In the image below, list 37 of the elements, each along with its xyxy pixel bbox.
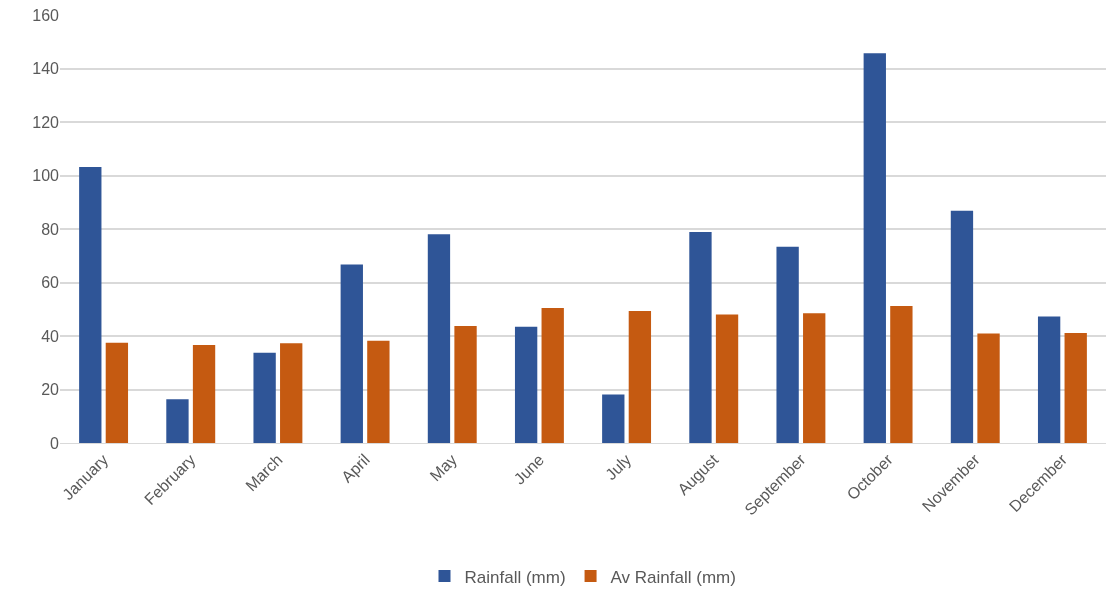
- y-tick-label: 40: [41, 327, 60, 345]
- bar: [454, 326, 477, 443]
- bar: [1064, 333, 1087, 443]
- bar: [890, 306, 913, 443]
- y-tick-label: 120: [32, 113, 60, 131]
- x-tick-label: July: [602, 450, 635, 484]
- bar: [628, 311, 652, 443]
- bar: [340, 264, 363, 443]
- bar: [192, 345, 216, 443]
- bar: [166, 399, 189, 443]
- bar: [715, 314, 739, 443]
- bar: [602, 394, 625, 443]
- bar: [863, 53, 886, 443]
- bar: [776, 246, 799, 443]
- legend-label: Av Rainfall (mm): [610, 567, 736, 587]
- bar: [427, 234, 451, 443]
- y-tick-label: 80: [41, 220, 60, 238]
- y-tick-label: 0: [50, 434, 60, 452]
- bar: [689, 231, 712, 443]
- bar: [803, 313, 826, 443]
- y-tick-label: 140: [32, 60, 60, 78]
- x-tick-label: May: [426, 450, 461, 485]
- bar: [253, 352, 276, 443]
- bar: [105, 342, 129, 443]
- y-tick-label: 60: [41, 274, 60, 292]
- bar: [79, 166, 102, 443]
- bar: [280, 343, 303, 443]
- bar: [950, 210, 974, 443]
- y-tick-label: 100: [32, 167, 60, 185]
- y-tick-label: 20: [41, 381, 60, 399]
- bar: [1037, 316, 1061, 443]
- bar: [514, 326, 538, 443]
- y-tick-label: 160: [32, 6, 60, 24]
- bar: [977, 333, 1000, 443]
- bar: [541, 307, 564, 443]
- legend-label: Rainfall (mm): [464, 567, 566, 587]
- bar: [367, 340, 390, 443]
